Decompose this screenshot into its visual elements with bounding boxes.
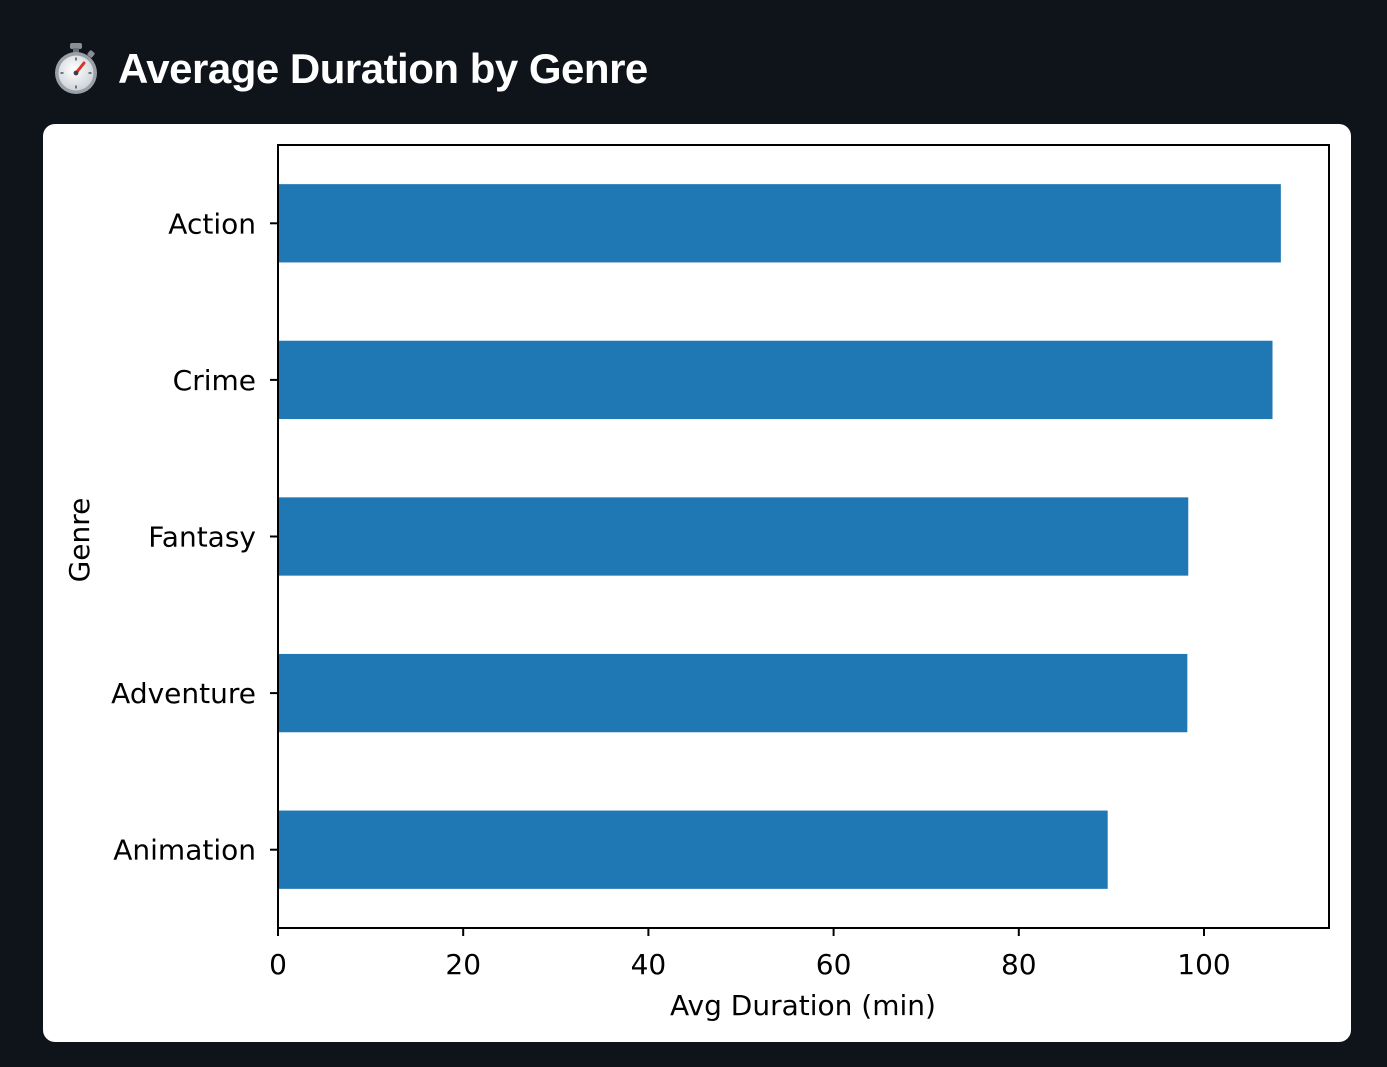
y-tick-label: Action (168, 207, 256, 240)
bar-action (278, 184, 1281, 263)
bar-fantasy (278, 497, 1189, 576)
x-axis-label: Avg Duration (min) (670, 989, 936, 1022)
chart-card: Action Crime Fantasy Adventure Animation 0 20… (43, 124, 1351, 1042)
y-tick-label: Adventure (111, 677, 256, 710)
x-tick-label: 0 (269, 948, 287, 981)
x-tick-label: 40 (631, 948, 667, 981)
bar-adventure (278, 653, 1188, 733)
stopwatch-icon (55, 43, 97, 94)
page-header: Average Duration by Genre (52, 36, 648, 102)
x-tick-label: 20 (445, 948, 481, 981)
y-tick-label: Animation (113, 834, 256, 867)
x-tick-label: 60 (816, 948, 852, 981)
page-title: Average Duration by Genre (118, 45, 648, 92)
bar-chart: Action Crime Fantasy Adventure Animation 0 20… (63, 144, 1330, 1022)
y-axis-label: Genre (63, 498, 96, 583)
y-tick-label: Fantasy (148, 521, 256, 554)
y-tick-label: Crime (173, 364, 256, 397)
x-tick-label: 100 (1177, 948, 1230, 981)
bar-crime (278, 340, 1273, 420)
bar-animation (278, 810, 1108, 889)
x-tick-label: 80 (1001, 948, 1037, 981)
